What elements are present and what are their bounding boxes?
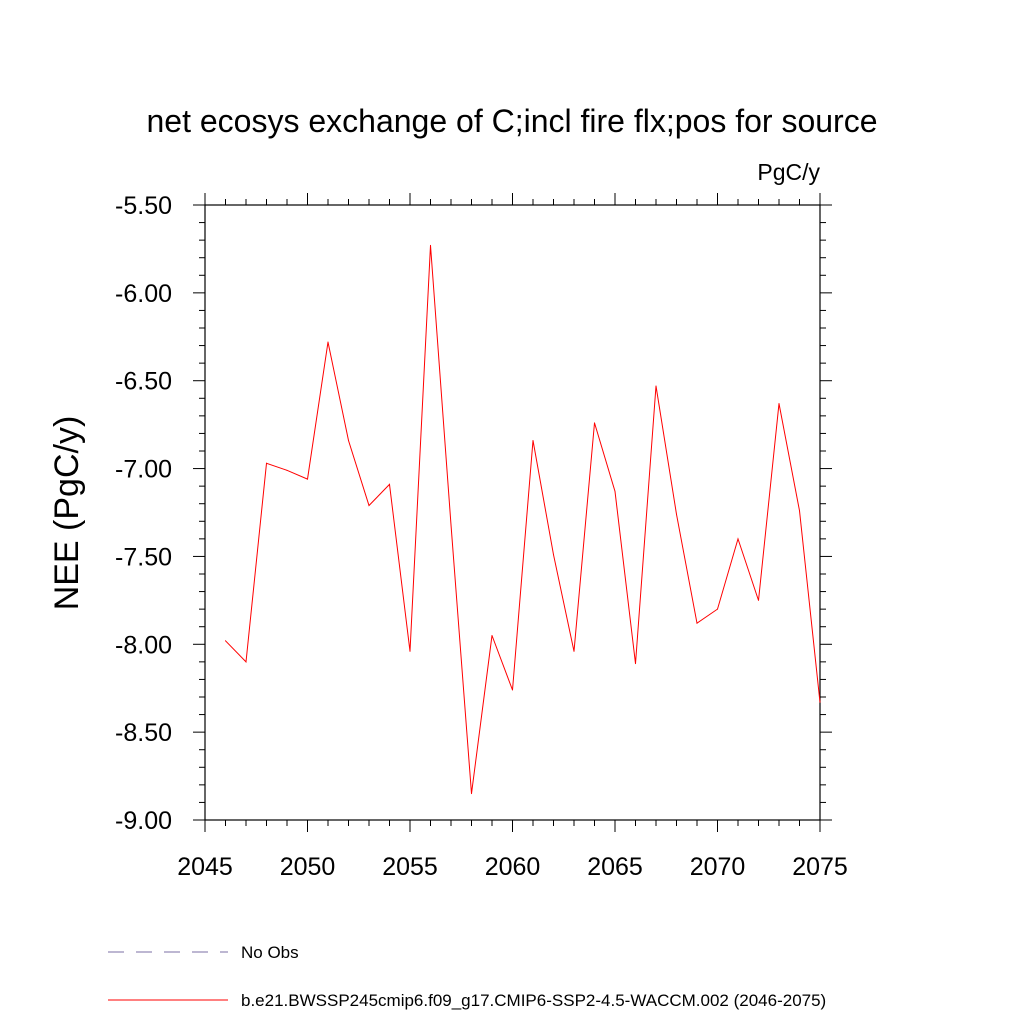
y-tick-label: -7.00 <box>115 456 172 484</box>
axes-layer: 2045 2050 2055 2060 2065 2070 2075 -5.50 -6.00 -6… <box>115 192 848 881</box>
data-point <box>471 793 472 795</box>
y-tick-label: -7.50 <box>115 543 172 571</box>
data-point <box>737 538 739 540</box>
y-tick-label: -6.00 <box>115 280 172 308</box>
y-tick-label: -6.50 <box>115 368 172 396</box>
data-point <box>758 599 759 601</box>
data-point <box>225 640 226 642</box>
legend: No Obs b.e21.BWSSP245cmip6.f09_g17.CMIP6-… <box>108 943 826 1010</box>
data-point <box>348 439 349 441</box>
legend-label-0: No Obs <box>241 943 299 962</box>
data-point <box>635 663 636 665</box>
x-tick-label: 2060 <box>485 853 541 881</box>
x-tick-label: 2075 <box>792 853 848 881</box>
data-point <box>389 483 390 485</box>
data-point <box>450 524 452 526</box>
x-tick-label: 2070 <box>690 853 746 881</box>
y-tick-label: -9.00 <box>115 807 172 835</box>
data-point <box>430 244 431 246</box>
data-point <box>573 650 575 652</box>
series-layer <box>225 244 821 795</box>
y-tick-label: -5.50 <box>115 192 172 220</box>
data-point <box>553 554 554 556</box>
plot-frame <box>204 204 821 821</box>
y-tick-label: -8.00 <box>115 631 172 659</box>
units-label: PgC/y <box>757 159 820 185</box>
x-tick-label: 2045 <box>177 853 233 881</box>
x-tick-label: 2055 <box>382 853 438 881</box>
x-tick-label: 2050 <box>280 853 336 881</box>
data-point <box>819 701 821 703</box>
x-tick-label: 2065 <box>587 853 643 881</box>
data-point <box>327 341 329 343</box>
data-point <box>286 469 288 471</box>
data-point <box>491 635 493 636</box>
chart-title: net ecosys exchange of C;incl fire flx;p… <box>146 103 877 139</box>
data-point <box>594 422 595 424</box>
data-point <box>245 661 247 663</box>
data-point <box>512 689 513 691</box>
data-point <box>676 513 677 515</box>
data-point <box>532 439 534 441</box>
data-point <box>266 462 267 464</box>
data-point <box>409 650 411 652</box>
y-axis-label: NEE (PgC/y) <box>48 416 86 611</box>
y-tick-label: -8.50 <box>115 719 172 747</box>
data-point <box>307 478 308 480</box>
legend-label-1: b.e21.BWSSP245cmip6.f09_g17.CMIP6-SSP2-4… <box>241 991 826 1010</box>
data-point <box>655 385 657 387</box>
data-point <box>696 622 698 624</box>
data-point <box>799 510 800 512</box>
series-line-0 <box>225 245 821 794</box>
data-point <box>368 504 370 506</box>
data-point <box>717 608 718 610</box>
data-point <box>614 490 616 492</box>
data-point <box>778 403 780 405</box>
